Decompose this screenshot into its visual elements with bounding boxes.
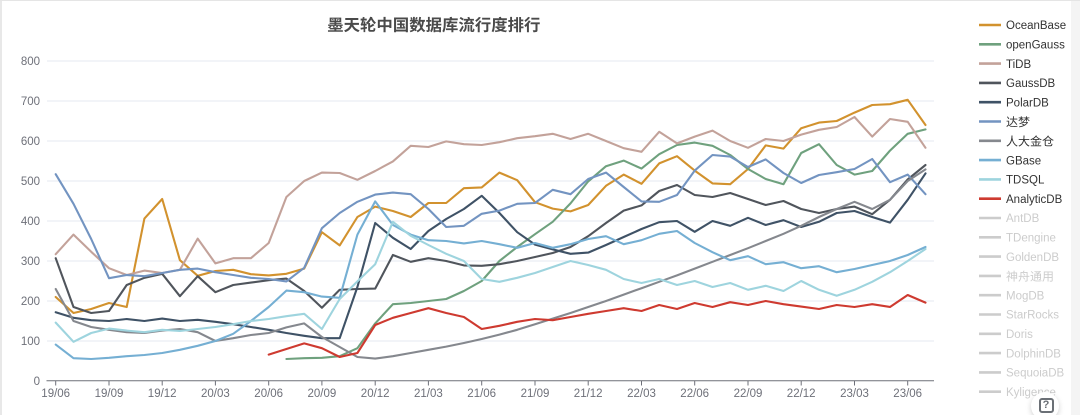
svg-text:StarRocks: StarRocks [1006,310,1059,322]
svg-text:GoldenDB: GoldenDB [1006,252,1059,264]
svg-text:22/06: 22/06 [680,388,709,400]
svg-text:23/06: 23/06 [893,388,922,400]
svg-text:22/03: 22/03 [627,388,656,400]
svg-text:21/09: 21/09 [521,388,550,400]
svg-text:21/06: 21/06 [467,388,496,400]
svg-text:AnalyticDB: AnalyticDB [1006,194,1063,206]
svg-text:GaussDB: GaussDB [1006,78,1056,90]
svg-text:21/03: 21/03 [414,388,443,400]
svg-text:TDengine: TDengine [1006,233,1056,245]
svg-text:OceanBase: OceanBase [1006,20,1066,32]
svg-text:DolphinDB: DolphinDB [1006,348,1061,360]
svg-text:TiDB: TiDB [1006,59,1031,71]
svg-text:19/06: 19/06 [41,388,70,400]
svg-text:23/03: 23/03 [840,388,869,400]
svg-text:200: 200 [21,296,40,308]
svg-text:20/12: 20/12 [361,388,390,400]
svg-text:PolarDB: PolarDB [1006,97,1049,109]
svg-text:800: 800 [21,56,40,68]
svg-text:19/12: 19/12 [148,388,177,400]
svg-text:22/12: 22/12 [787,388,816,400]
svg-text:400: 400 [21,216,40,228]
svg-text:20/03: 20/03 [201,388,230,400]
svg-text:21/12: 21/12 [574,388,603,400]
svg-text:20/06: 20/06 [254,388,283,400]
svg-text:AntDB: AntDB [1006,213,1040,225]
svg-text:22/09: 22/09 [734,388,763,400]
svg-text:Doris: Doris [1006,329,1033,341]
svg-text:600: 600 [21,136,40,148]
svg-text:GBase: GBase [1006,155,1041,167]
svg-text:300: 300 [21,256,40,268]
svg-text:20/09: 20/09 [308,388,337,400]
svg-text:19/09: 19/09 [95,388,124,400]
svg-text:MogDB: MogDB [1006,290,1045,302]
svg-text:TDSQL: TDSQL [1006,175,1045,187]
svg-text:SequoiaDB: SequoiaDB [1006,368,1065,380]
svg-text:500: 500 [21,176,40,188]
svg-text:openGauss: openGauss [1006,40,1065,52]
svg-text:0: 0 [34,376,40,388]
svg-text:100: 100 [21,336,40,348]
svg-text:700: 700 [21,96,40,108]
